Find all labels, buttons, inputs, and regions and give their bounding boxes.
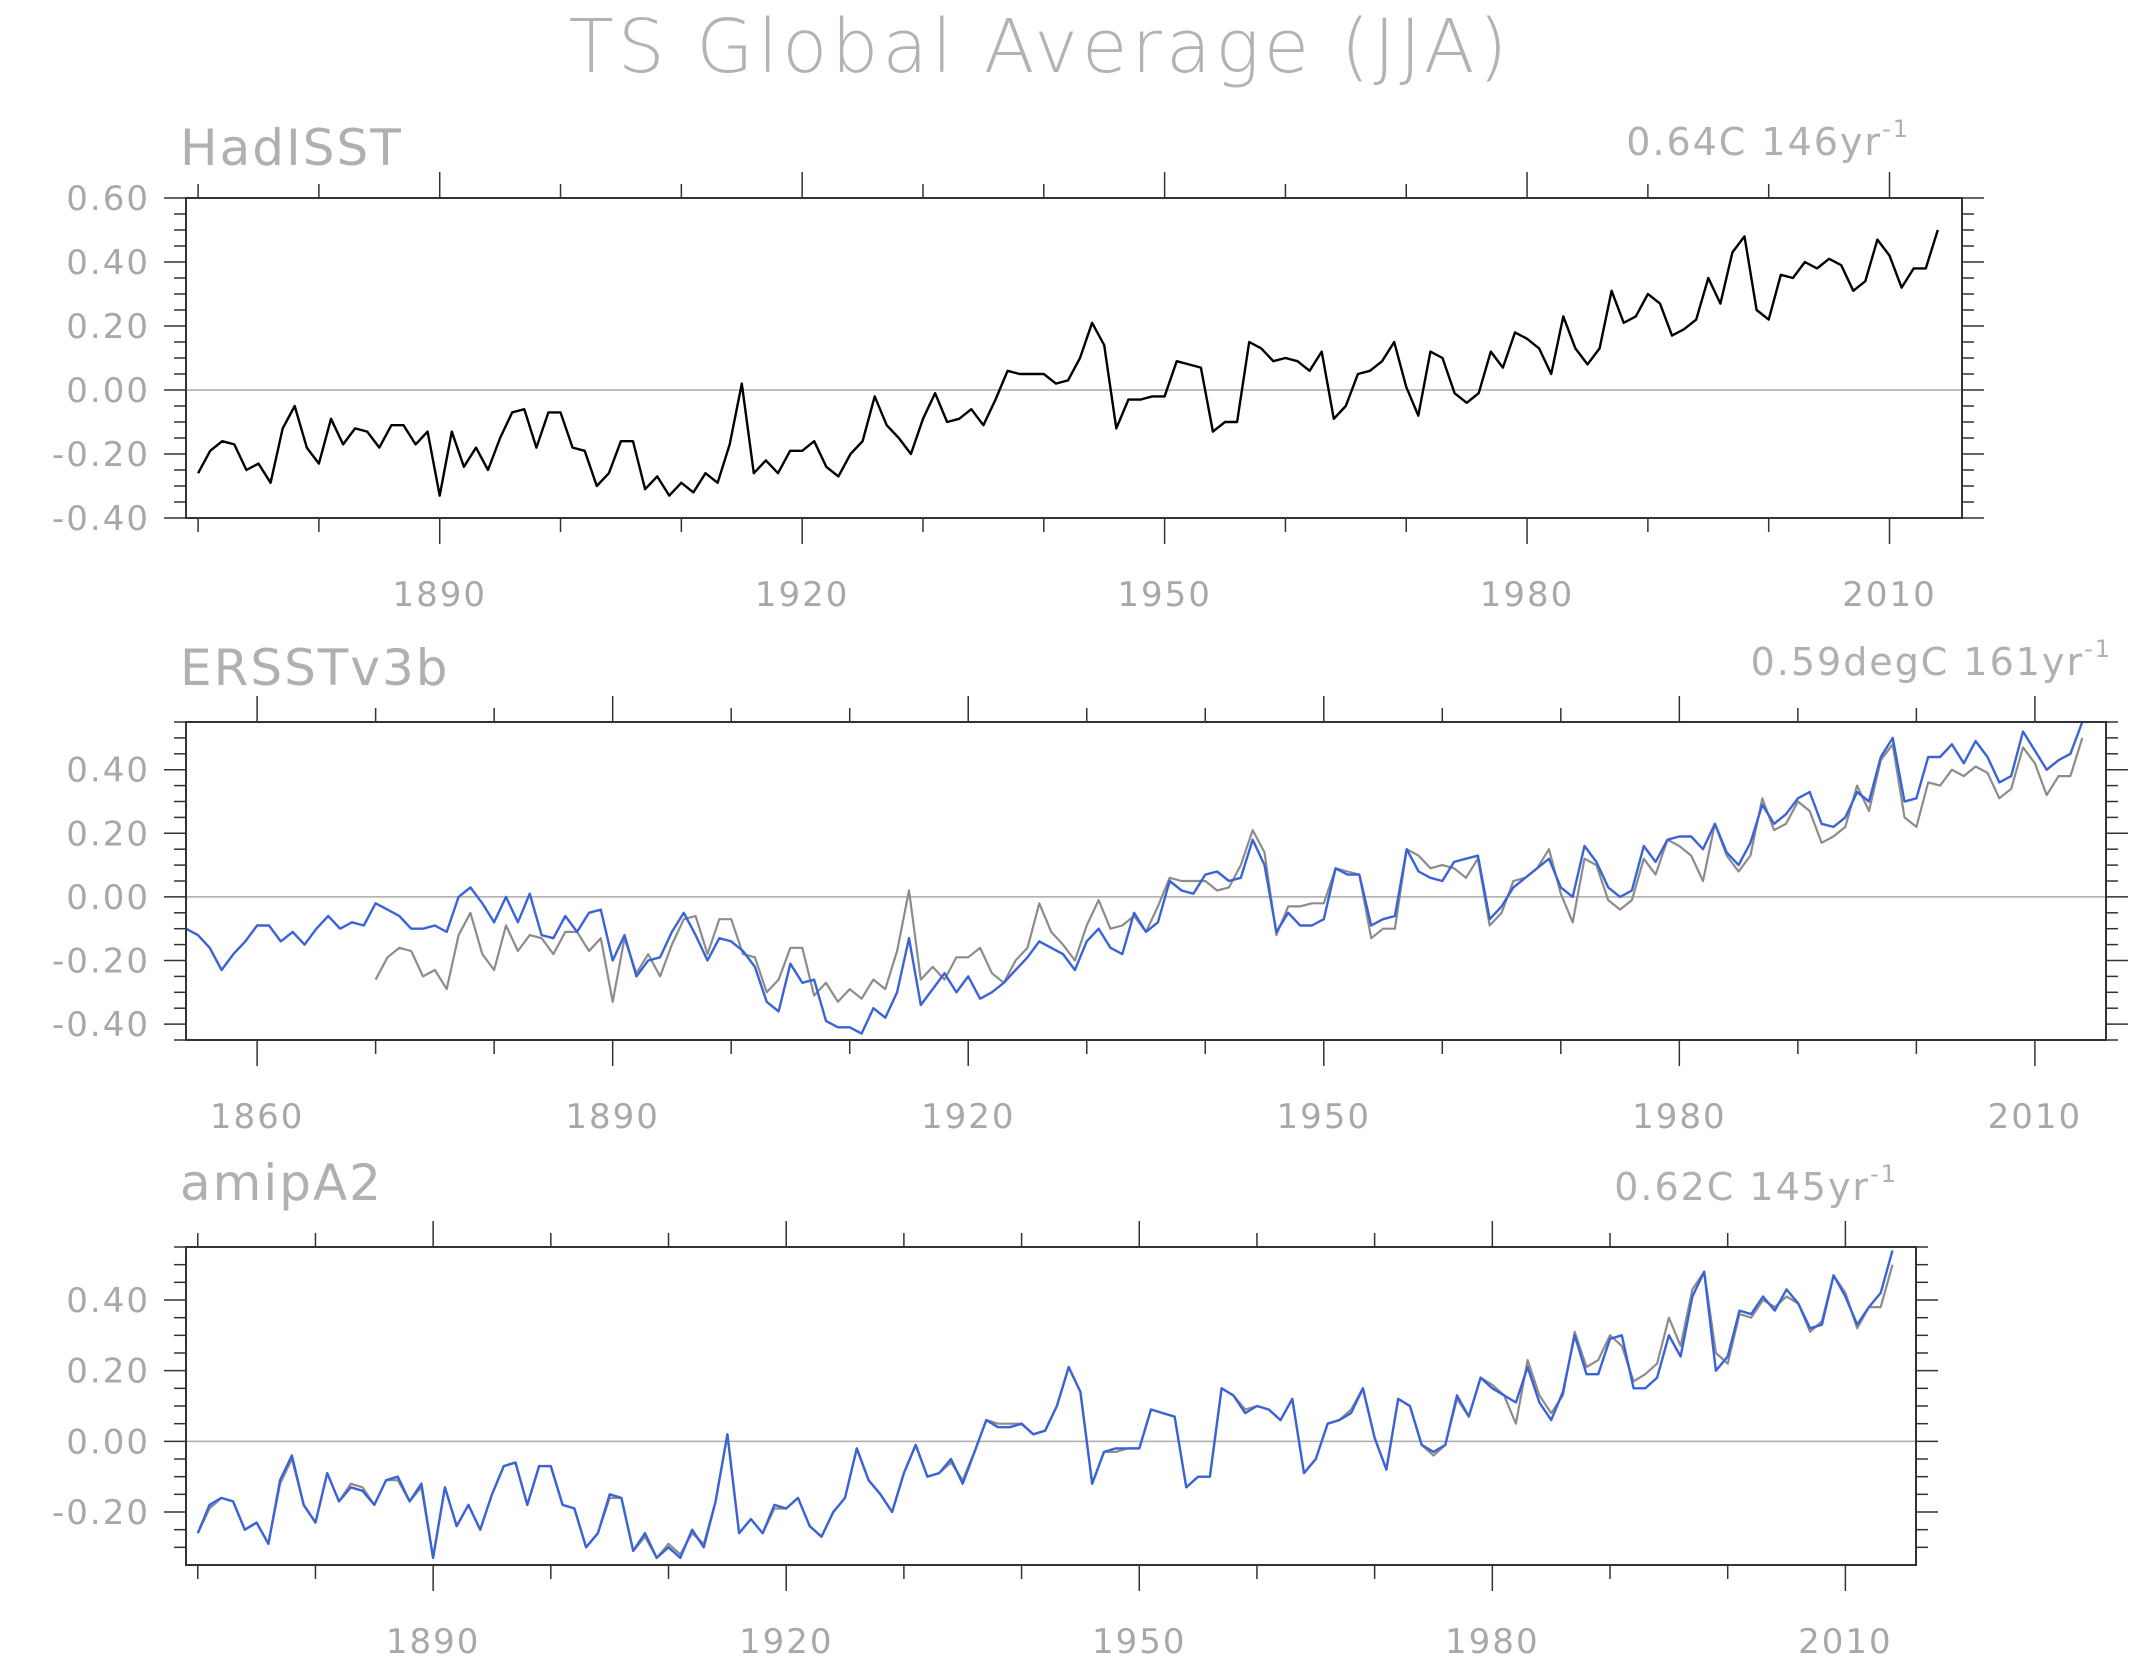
ersstv3b-y-tick-label: 0.40 (66, 751, 150, 791)
amipa2-y-tick-label: 0.40 (66, 1281, 150, 1321)
hadisst-x-tick-label: 1920 (755, 575, 850, 615)
ersstv3b-y-tick-label: -0.20 (52, 942, 150, 982)
hadisst-x-tick-label: 2010 (1842, 575, 1937, 615)
panel-ersstv3b-trend: 0.59degC 161yr-1 (1751, 635, 2112, 684)
hadisst-x-tick-label: 1950 (1117, 575, 1212, 615)
panel-hadisst-plot: 0.60 0.40 0.20 0.00 -0.20 -0.40 1890 1920 1950 19… (52, 172, 1984, 615)
panel-ersstv3b-title: ERSSTv3b (180, 639, 450, 697)
panel-ersstv3b: ERSSTv3b 0.59degC 161yr-1 0.40 0.20 0.00 -0… (52, 635, 2128, 1137)
hadisst-y-tick-label: 0.00 (66, 371, 150, 411)
panel-amipa2-title: amipA2 (180, 1154, 383, 1212)
panel-ersstv3b-trend-exp: -1 (2084, 635, 2112, 663)
ersstv3b-x-tick-label: 2010 (1988, 1097, 2083, 1137)
hadisst-y-tick-label: 0.20 (66, 307, 150, 347)
amipa2-x-tick-label: 1890 (386, 1622, 481, 1661)
ersstv3b-y-tick-label: -0.40 (52, 1005, 150, 1045)
amipa2-y-tick-label: 0.20 (66, 1352, 150, 1392)
ersstv3b-y-tick-label: 0.00 (66, 878, 150, 918)
hadisst-y-tick-label: -0.20 (52, 435, 150, 475)
amipa2-x-tick-label: 1950 (1092, 1622, 1187, 1661)
ersstv3b-x-tick-label: 1920 (921, 1097, 1016, 1137)
ersstv3b-x-tick-label: 1890 (565, 1097, 660, 1137)
ersstv3b-series-obs-gray (374, 737, 2084, 1003)
amipa2-x-tick-label: 1920 (739, 1622, 834, 1661)
panel-amipa2-trend: 0.62C 145yr-1 (1614, 1160, 1898, 1209)
ersstv3b-y-tick-label: 0.20 (66, 814, 150, 854)
panel-amipa2-plot: 0.40 0.20 0.00 -0.20 1890 1920 1950 1980 2010 (52, 1221, 1938, 1661)
hadisst-y-tick-label: 0.40 (66, 243, 150, 283)
ersstv3b-x-tick-label: 1860 (210, 1097, 305, 1137)
panel-amipa2-trend-label: 0.62C 145yr (1614, 1165, 1870, 1209)
panel-amipa2: amipA2 0.62C 145yr-1 0.40 0.20 0.00 -0.20 18… (52, 1154, 1938, 1661)
hadisst-x-tick-label: 1890 (392, 575, 487, 615)
panel-hadisst: HadISST 0.64C 146yr-1 0.60 0.40 0.20 0.00 -0… (52, 115, 1984, 615)
amipa2-y-tick-label: -0.20 (52, 1493, 150, 1533)
panel-hadisst-title: HadISST (180, 119, 403, 177)
panel-hadisst-trend: 0.64C 146yr-1 (1626, 115, 1910, 164)
hadisst-y-tick-label: -0.40 (52, 499, 150, 539)
amipa2-y-tick-label: 0.00 (66, 1422, 150, 1462)
ersstv3b-frame (185, 721, 2107, 1041)
hadisst-series-hadisst (197, 229, 1939, 497)
panel-amipa2-trend-exp: -1 (1870, 1160, 1898, 1188)
panel-hadisst-trend-label: 0.64C 146yr (1626, 120, 1882, 164)
hadisst-x-tick-label: 1980 (1480, 575, 1575, 615)
panel-ersstv3b-plot: 0.40 0.20 0.00 -0.20 -0.40 1860 1890 1920 1950 19… (52, 696, 2128, 1137)
ersstv3b-series-model-blue (185, 721, 2084, 1035)
ersstv3b-x-tick-label: 1950 (1277, 1097, 1372, 1137)
panel-ersstv3b-trend-label: 0.59degC 161yr (1751, 640, 2084, 684)
panel-hadisst-trend-exp: -1 (1882, 115, 1910, 143)
ersstv3b-x-tick-label: 1980 (1632, 1097, 1727, 1137)
amipa2-x-tick-label: 1980 (1445, 1622, 1540, 1661)
amipa2-series-model-blue (196, 1250, 1894, 1560)
amipa2-x-tick-label: 2010 (1798, 1622, 1893, 1661)
hadisst-frame (185, 197, 1963, 519)
hadisst-y-tick-label: 0.60 (66, 179, 150, 219)
amipa2-frame (185, 1246, 1917, 1566)
figure-title: TS Global Average (JJA) (569, 4, 1512, 90)
